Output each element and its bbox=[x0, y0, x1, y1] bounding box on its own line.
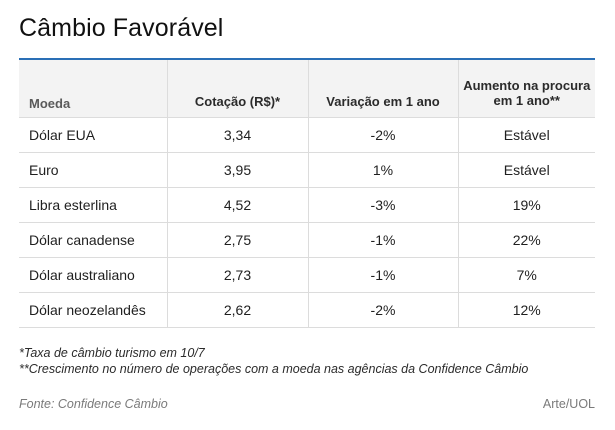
cell-variacao: -3% bbox=[307, 186, 458, 222]
cell-cotacao: 4,52 bbox=[166, 186, 308, 222]
cell-cotacao: 2,75 bbox=[166, 221, 308, 257]
source-text: Fonte: Confidence Câmbio bbox=[19, 397, 168, 411]
cell-variacao: -1% bbox=[307, 256, 458, 292]
cell-cotacao: 2,62 bbox=[166, 291, 308, 328]
cell-aumento: Estável bbox=[457, 151, 595, 187]
cell-variacao: -1% bbox=[307, 221, 458, 257]
cell-moeda: Dólar EUA bbox=[19, 116, 167, 152]
cell-aumento: 12% bbox=[457, 291, 595, 328]
cell-cotacao: 2,73 bbox=[166, 256, 308, 292]
page-title: Câmbio Favorável bbox=[19, 14, 224, 42]
cell-aumento: Estável bbox=[457, 116, 595, 152]
cell-moeda: Libra esterlina bbox=[19, 186, 167, 222]
exchange-table: Moeda Cotação (R$)* Variação em 1 ano Au… bbox=[19, 60, 595, 328]
cell-aumento: 7% bbox=[457, 256, 595, 292]
cell-variacao: -2% bbox=[307, 291, 458, 328]
table-row: Dólar canadense 2,75 -1% 22% bbox=[19, 221, 595, 257]
header-moeda: Moeda bbox=[19, 60, 167, 117]
table-row: Libra esterlina 4,52 -3% 19% bbox=[19, 186, 595, 222]
title-divider bbox=[19, 58, 595, 60]
credit-text: Arte/UOL bbox=[542, 397, 595, 411]
cell-aumento: 22% bbox=[457, 221, 595, 257]
footnote-procura: **Crescimento no número de operações com… bbox=[19, 362, 529, 376]
cell-variacao: 1% bbox=[307, 151, 458, 187]
cell-moeda: Dólar australiano bbox=[19, 256, 167, 292]
cell-variacao: -2% bbox=[307, 116, 458, 152]
header-variacao: Variação em 1 ano bbox=[307, 60, 458, 117]
table-row: Dólar australiano 2,73 -1% 7% bbox=[19, 256, 595, 292]
cell-aumento: 19% bbox=[457, 186, 595, 222]
table-header-row: Moeda Cotação (R$)* Variação em 1 ano Au… bbox=[19, 60, 595, 117]
cell-moeda: Dólar neozelandês bbox=[19, 291, 167, 328]
footnote-cotacao: *Taxa de câmbio turismo em 10/7 bbox=[19, 346, 205, 360]
table-row: Euro 3,95 1% Estável bbox=[19, 151, 595, 187]
table-row: Dólar neozelandês 2,62 -2% 12% bbox=[19, 291, 595, 328]
header-cotacao: Cotação (R$)* bbox=[166, 60, 308, 117]
table-row: Dólar EUA 3,34 -2% Estável bbox=[19, 116, 595, 152]
cell-cotacao: 3,34 bbox=[166, 116, 308, 152]
cell-cotacao: 3,95 bbox=[166, 151, 308, 187]
header-aumento-procura: Aumento na procura em 1 ano** bbox=[457, 60, 595, 117]
cell-moeda: Euro bbox=[19, 151, 167, 187]
cell-moeda: Dólar canadense bbox=[19, 221, 167, 257]
